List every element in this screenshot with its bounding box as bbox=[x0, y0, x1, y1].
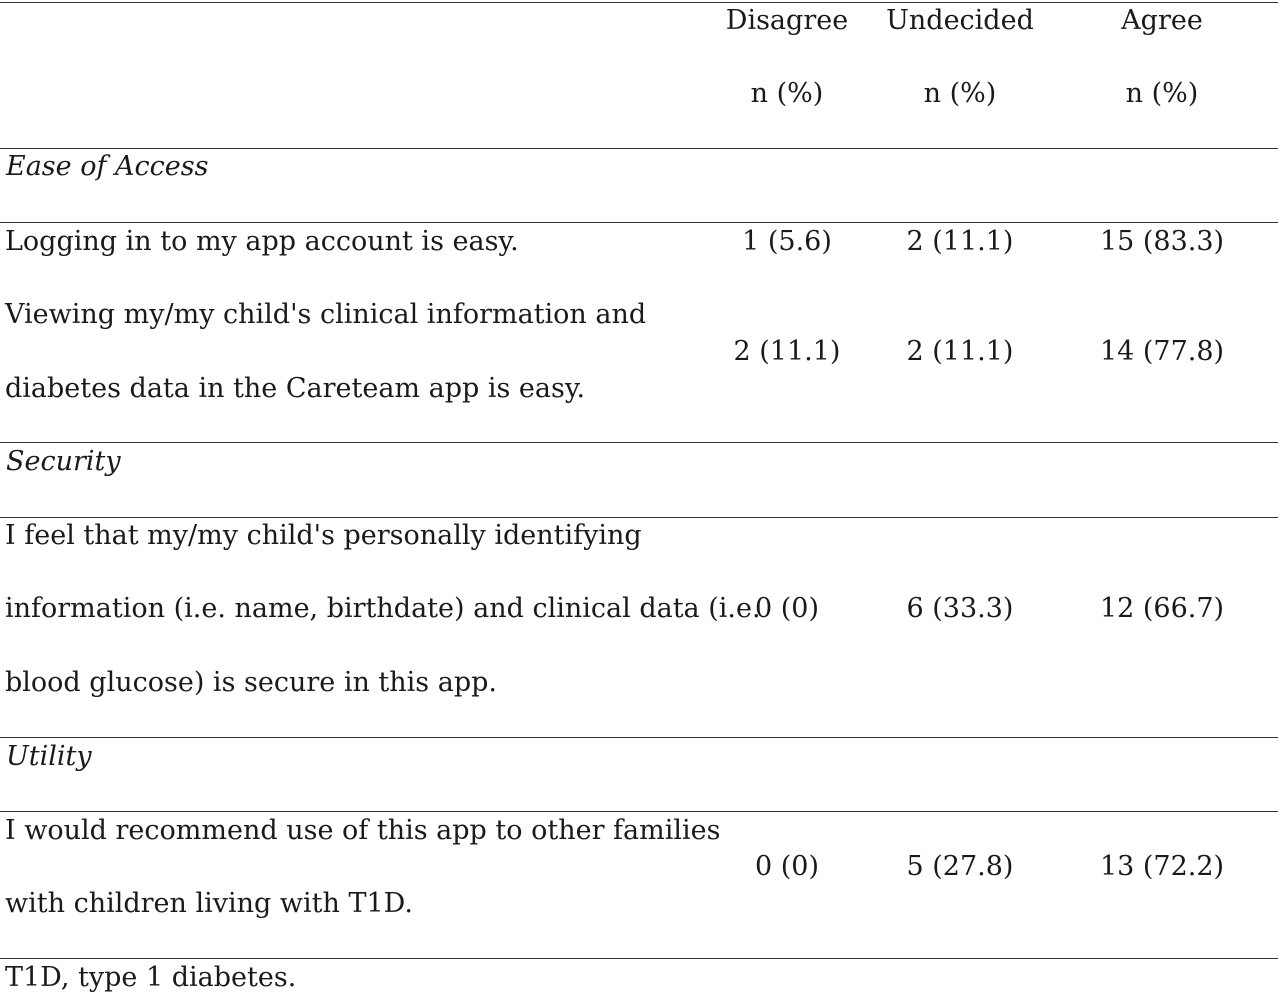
section-rule bbox=[0, 811, 1278, 812]
section-rule bbox=[0, 737, 1278, 738]
section-title: Ease of Access bbox=[6, 151, 209, 182]
row-label: I would recommend use of this app to oth… bbox=[5, 815, 721, 846]
cell-agree: 12 (66.7) bbox=[1099, 593, 1225, 624]
cell-undecided: 2 (11.1) bbox=[906, 226, 1014, 257]
col-header-agree: Agree bbox=[1121, 5, 1203, 36]
row-label: blood glucose) is secure in this app. bbox=[5, 667, 497, 698]
row-label: Viewing my/my child's clinical informati… bbox=[5, 299, 647, 330]
cell-undecided: 6 (33.3) bbox=[906, 593, 1014, 624]
col-unit-disagree: n (%) bbox=[750, 78, 824, 109]
row-label: with children living with T1D. bbox=[5, 888, 413, 919]
row-label: I feel that my/my child's personally ide… bbox=[5, 520, 642, 551]
cell-undecided: 5 (27.8) bbox=[906, 851, 1014, 882]
cell-agree: 13 (72.2) bbox=[1099, 851, 1225, 882]
row-label: information (i.e. name, birthdate) and c… bbox=[5, 593, 761, 624]
section-rule bbox=[0, 517, 1278, 518]
section-rule bbox=[0, 442, 1278, 443]
cell-agree: 14 (77.8) bbox=[1099, 336, 1225, 367]
cell-disagree: 0 (0) bbox=[754, 593, 819, 624]
cell-disagree: 0 (0) bbox=[754, 851, 819, 882]
cell-disagree: 1 (5.6) bbox=[742, 226, 832, 257]
cell-disagree: 2 (11.1) bbox=[733, 336, 841, 367]
row-label: diabetes data in the Careteam app is eas… bbox=[5, 373, 586, 404]
section-title: Security bbox=[6, 446, 121, 477]
cell-undecided: 2 (11.1) bbox=[906, 336, 1014, 367]
col-header-undecided: Undecided bbox=[886, 5, 1034, 36]
section-rule bbox=[0, 222, 1278, 223]
table-footnote: T1D, type 1 diabetes. bbox=[5, 962, 297, 993]
col-unit-undecided: n (%) bbox=[923, 78, 997, 109]
table-bottom-rule bbox=[0, 958, 1278, 959]
col-unit-agree: n (%) bbox=[1125, 78, 1199, 109]
table-top-rule bbox=[0, 2, 1278, 3]
header-bottom-rule bbox=[0, 148, 1278, 149]
col-header-disagree: Disagree bbox=[725, 5, 849, 36]
section-title: Utility bbox=[6, 741, 92, 772]
row-label: Logging in to my app account is easy. bbox=[5, 226, 519, 257]
cell-agree: 15 (83.3) bbox=[1099, 226, 1225, 257]
